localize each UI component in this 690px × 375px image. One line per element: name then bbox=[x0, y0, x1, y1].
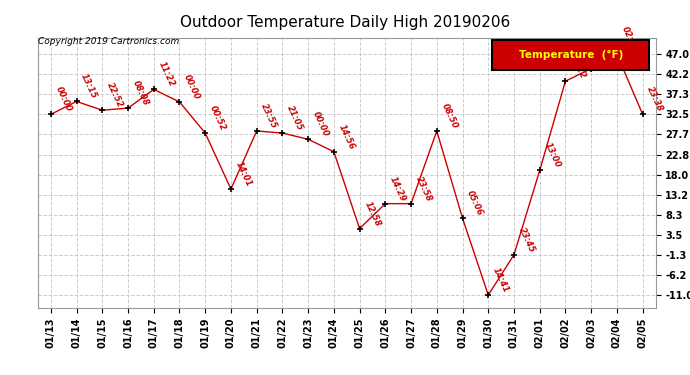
Text: 11:22: 11:22 bbox=[157, 60, 176, 88]
Text: 02:04: 02:04 bbox=[620, 25, 639, 53]
Text: 13:00: 13:00 bbox=[542, 141, 562, 170]
Text: 02:21: 02:21 bbox=[594, 40, 613, 68]
Text: 14:56: 14:56 bbox=[337, 123, 356, 151]
Text: 22:52: 22:52 bbox=[105, 81, 125, 110]
Text: 05:06: 05:06 bbox=[465, 189, 485, 217]
Text: 21:05: 21:05 bbox=[285, 104, 305, 132]
Text: 13:15: 13:15 bbox=[79, 72, 99, 101]
Text: 14:29: 14:29 bbox=[388, 175, 408, 203]
Text: 02:22: 02:22 bbox=[569, 52, 588, 80]
Text: Temperature  (°F): Temperature (°F) bbox=[519, 50, 623, 60]
Text: 00:00: 00:00 bbox=[182, 73, 201, 101]
Text: 08:08: 08:08 bbox=[131, 79, 150, 107]
Text: 00:00: 00:00 bbox=[54, 86, 73, 114]
Text: 23:45: 23:45 bbox=[517, 226, 536, 254]
Text: 14:41: 14:41 bbox=[491, 266, 511, 294]
Text: 23:38: 23:38 bbox=[645, 86, 665, 114]
Text: 00:52: 00:52 bbox=[208, 104, 228, 132]
FancyBboxPatch shape bbox=[492, 40, 649, 70]
Text: 14:01: 14:01 bbox=[234, 160, 253, 188]
Text: 12:58: 12:58 bbox=[362, 200, 382, 228]
Text: 00:00: 00:00 bbox=[311, 110, 331, 138]
Text: Outdoor Temperature Daily High 20190206: Outdoor Temperature Daily High 20190206 bbox=[180, 15, 510, 30]
Text: Copyright 2019 Cartronics.com: Copyright 2019 Cartronics.com bbox=[38, 37, 179, 46]
Text: 23:55: 23:55 bbox=[259, 102, 279, 130]
Text: 08:50: 08:50 bbox=[440, 102, 459, 130]
Text: 23:58: 23:58 bbox=[414, 175, 433, 203]
